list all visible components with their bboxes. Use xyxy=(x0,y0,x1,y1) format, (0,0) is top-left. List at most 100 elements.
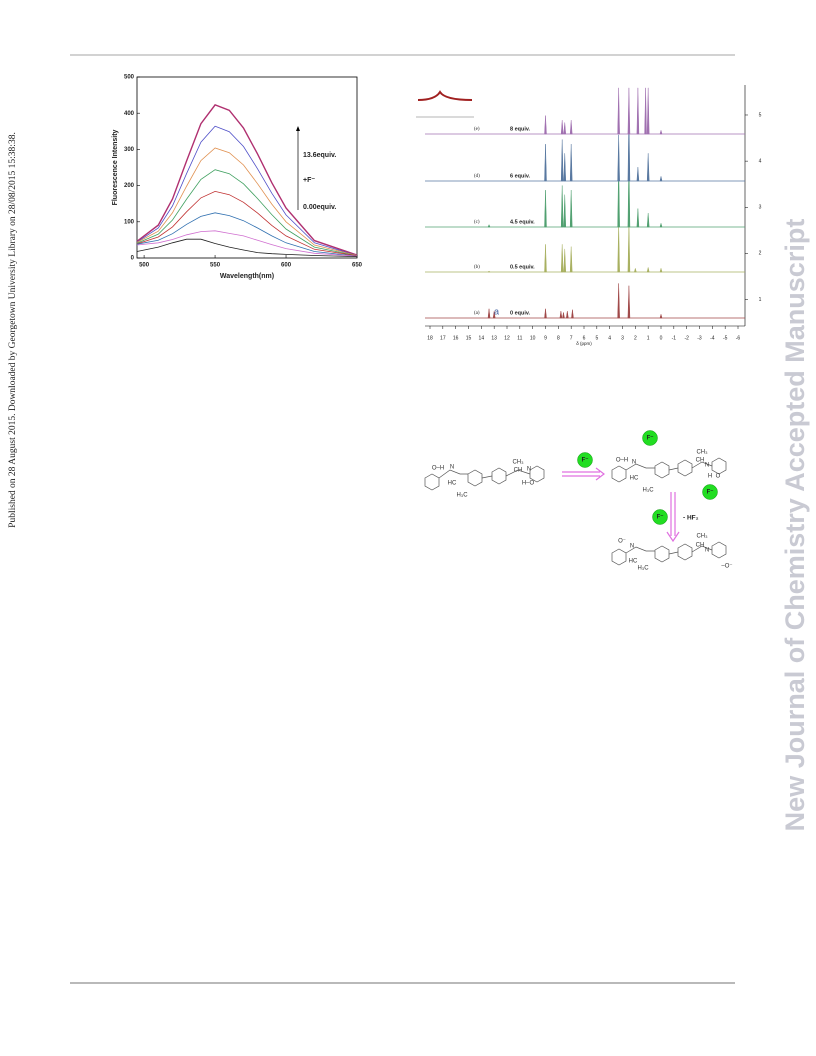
x-tick-label: 600 xyxy=(281,263,292,269)
peak xyxy=(544,144,547,182)
y-tick-label: 200 xyxy=(124,183,135,189)
structure-label: HC xyxy=(630,476,639,482)
x-tick-label: 2 xyxy=(634,335,637,341)
structure-label: N xyxy=(705,548,709,554)
y2-tick-label: 1 xyxy=(759,297,762,303)
x-tick-label: 3 xyxy=(621,335,624,341)
x-tick-label: 0 xyxy=(660,335,663,341)
structure-label: CH xyxy=(696,458,705,464)
peak xyxy=(562,312,565,319)
structure-label: CH₃ xyxy=(696,534,708,540)
x-axis-label: δ (ppm) xyxy=(576,341,592,346)
structure-label: HC xyxy=(629,559,638,565)
peak xyxy=(487,270,491,273)
spectrum-line xyxy=(136,125,358,256)
peak xyxy=(617,283,620,319)
series-label: (c) xyxy=(474,220,480,225)
x-tick-label: 15 xyxy=(466,335,472,341)
x-tick-label: 650 xyxy=(352,263,363,269)
peak xyxy=(566,311,569,319)
peak xyxy=(646,87,650,135)
peak xyxy=(569,190,573,228)
annotation: 13.6equiv. xyxy=(303,152,336,159)
x-tick-label: 18 xyxy=(427,335,433,341)
peak xyxy=(560,120,564,135)
peak xyxy=(487,308,491,319)
peak xyxy=(563,153,567,182)
structure-label: O–H xyxy=(432,466,444,472)
peak xyxy=(569,144,573,182)
series-equiv: 6 equiv. xyxy=(510,173,531,179)
x-tick-label: 5 xyxy=(595,335,598,341)
x-tick-label: 11 xyxy=(517,335,522,341)
fluoride-label: F⁻ xyxy=(707,490,714,496)
spectrum-line xyxy=(136,169,358,257)
spectrum-line xyxy=(136,238,358,257)
peak xyxy=(627,111,631,182)
x-tick-label: 17 xyxy=(440,335,446,341)
x-tick-label: 550 xyxy=(210,263,221,269)
inset-trace xyxy=(417,90,473,101)
peak xyxy=(544,308,547,319)
spectrum-line xyxy=(136,212,358,257)
peak xyxy=(569,120,573,135)
structure-label: N xyxy=(632,460,636,466)
peak xyxy=(560,139,564,182)
x-tick-label: 13 xyxy=(491,335,497,341)
x-tick-label: -6 xyxy=(736,335,741,341)
peak xyxy=(659,222,663,228)
peak xyxy=(617,162,620,228)
peak xyxy=(634,267,637,273)
x-tick-label: 1 xyxy=(647,335,650,341)
y2-tick-label: 2 xyxy=(759,251,762,257)
x-tick-label: 7 xyxy=(570,335,573,341)
peak xyxy=(646,213,650,228)
peak xyxy=(636,208,640,228)
x-tick-label: -2 xyxy=(684,335,689,341)
peak xyxy=(627,87,631,135)
fluoride-ion xyxy=(577,452,593,468)
structure-label: CH₃ xyxy=(512,460,524,466)
x-tick-label: 12 xyxy=(504,335,510,341)
fluoride-label: F⁻ xyxy=(657,515,664,521)
structure-label: N xyxy=(705,463,709,469)
structure-label: H–O xyxy=(522,481,535,487)
series-label: (e) xyxy=(474,127,480,132)
structure-label: N xyxy=(450,465,454,471)
y-tick-label: 100 xyxy=(124,219,135,225)
peak xyxy=(659,129,663,135)
fluoride-ion xyxy=(642,430,658,446)
peak xyxy=(636,87,640,135)
fluoride-ion xyxy=(652,509,668,525)
peak xyxy=(659,313,663,319)
peak xyxy=(636,167,640,182)
peak xyxy=(617,223,620,273)
y2-tick-label: 4 xyxy=(759,158,762,164)
peak xyxy=(659,267,663,273)
structure-label: H xyxy=(708,474,712,480)
x-tick-label: -3 xyxy=(697,335,702,341)
peak-annotation: a xyxy=(494,306,499,316)
peak xyxy=(571,309,574,319)
y2-tick-label: 5 xyxy=(759,112,762,118)
peak xyxy=(544,244,547,273)
series-equiv: 4.5 equiv. xyxy=(510,219,535,225)
peak xyxy=(563,194,567,228)
x-axis-label: Wavelength(nm) xyxy=(220,273,274,280)
x-tick-label: -1 xyxy=(672,335,677,341)
x-tick-label: 6 xyxy=(583,335,586,341)
peak xyxy=(563,122,567,135)
annotation: 0.00equiv. xyxy=(303,204,336,211)
structure-label: H₃C xyxy=(637,566,649,572)
peak xyxy=(487,224,491,228)
side-note: Published on 28 August 2015. Downloaded … xyxy=(8,132,18,528)
peak xyxy=(544,190,547,228)
peak xyxy=(646,153,650,182)
watermark: New Journal of Chemistry Accepted Manusc… xyxy=(780,219,810,832)
structure-label: HC xyxy=(448,481,457,487)
x-tick-label: 16 xyxy=(453,335,459,341)
fluoride-label: F⁻ xyxy=(582,458,589,464)
peak xyxy=(563,248,567,273)
x-tick-label: 8 xyxy=(557,335,560,341)
